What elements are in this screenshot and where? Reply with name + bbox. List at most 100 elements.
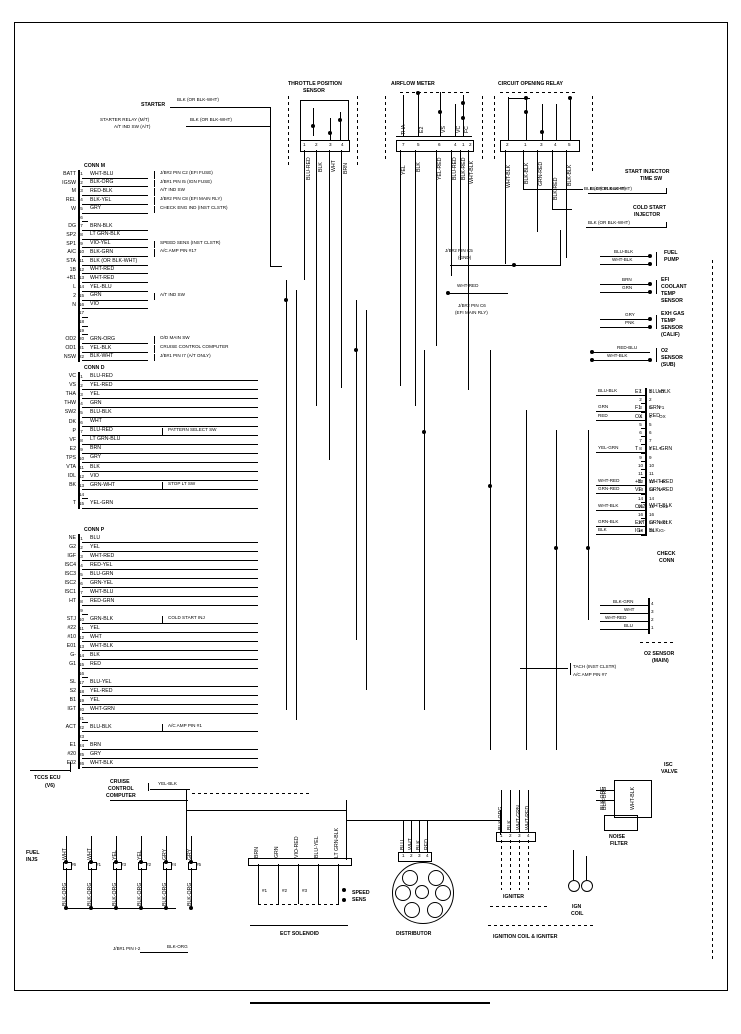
injector-leg-top (116, 836, 117, 862)
cor-jump-2 (552, 209, 572, 210)
pin-terminal-name: E1 (69, 742, 76, 748)
check-conn-title-1: CHECK (657, 551, 676, 557)
wire-color-label: BRN (90, 445, 101, 452)
injector-wire-top: YEL (137, 850, 143, 860)
pin-tick (82, 425, 88, 427)
label-airflow-meter: AIRFLOW METER (391, 81, 435, 87)
pin-tick (82, 389, 88, 391)
afm-drop-3 (436, 150, 437, 346)
noise-filter-body (604, 815, 638, 831)
pin-number: 15 (78, 292, 85, 298)
coolant-label-4: SENSOR (661, 298, 683, 304)
note-bracket (154, 188, 155, 197)
pin-number: 1 (639, 389, 642, 394)
check-conn-pin-number: 6 (649, 430, 652, 435)
cruise-bracket (148, 783, 149, 791)
check-conn-pin-number: 11 (649, 471, 654, 476)
cor-wire-2: BLK-BLK (524, 162, 530, 184)
tps-left-wall (300, 100, 301, 140)
ecu-label-line1: TCCS ECU (34, 775, 61, 781)
pin-note: CHECK ENG IND (INST CLSTR) (160, 204, 228, 210)
jb1-pin-note: J/B#1 PIN I-2 (113, 946, 141, 951)
afm-bar (396, 136, 472, 137)
tps-boundary-left (288, 96, 289, 168)
afm-drop-6 (468, 150, 469, 390)
o2-main-underline (640, 642, 676, 643)
injector-wire-bottom: BLK-ORG (62, 882, 68, 906)
wire-color-label: WHT-BLU (90, 588, 114, 595)
isc-valve-box (614, 780, 652, 818)
afm-drop-5 (460, 150, 461, 260)
check-conn-wire-line (596, 534, 646, 536)
check-conn-wire-label: BLK (598, 527, 607, 533)
bus-v-8 (556, 430, 557, 750)
fuel-pump-node-2 (648, 262, 652, 266)
wire-color-label: BRN (90, 741, 101, 748)
inj-feed-h2 (186, 810, 346, 811)
cruise-wire: YEL-BLK (158, 781, 177, 786)
wire-color-label: WHT-BLK (90, 642, 114, 649)
o2-sub-label-3: (SUB) (661, 362, 676, 368)
start-injector-line (588, 193, 666, 194)
exh-label-4: (CALIF) (661, 332, 680, 338)
check-conn-wire-line (596, 526, 646, 528)
distributor-pin-number: 1 (402, 853, 405, 858)
wire-line (88, 623, 258, 624)
note-bracket (162, 616, 163, 624)
pin-terminal-name: BK (69, 482, 76, 489)
pin-tick (82, 668, 88, 669)
pin-number: 22 (78, 353, 85, 359)
ect-leg (258, 864, 259, 904)
pin-number: 17 (637, 520, 644, 526)
pin-tick (82, 560, 88, 561)
bus-node-4 (488, 484, 492, 488)
afm-top-dash (400, 92, 470, 93)
wire-line (88, 480, 258, 482)
jb2-c5-sub: (GND) (458, 255, 472, 260)
injector-label: #2 (146, 862, 152, 867)
wire-color-label: BLK-ORG (90, 179, 114, 186)
pin-number: 19 (78, 698, 85, 703)
check-conn-pin-number: 2 (649, 397, 652, 403)
pin-number: 5 (639, 421, 642, 427)
injector-wire-bottom: BLK-ORG (137, 882, 143, 906)
pin-tick (641, 477, 647, 479)
ignition-title: IGNITION COIL & IGNITER (493, 934, 558, 940)
wire-line (88, 351, 148, 353)
label-circuit-opening-relay: CIRCUIT OPENING RELAY (498, 81, 563, 87)
afm-pin-6: 2 (469, 142, 472, 147)
wire-color-label: YEL-BLU (90, 283, 112, 290)
cor-boundary-right (592, 96, 593, 174)
fuel-pump-line-1 (600, 256, 650, 257)
wire-line (88, 767, 258, 768)
injector-label: #1 (96, 862, 102, 867)
fuel-pump-wire-1: BLU-BLK (614, 249, 634, 254)
pin-tick (82, 614, 88, 615)
o2-sub-label-2: SENSOR (661, 355, 683, 361)
conn-m-title: CONN M (84, 163, 106, 169)
jb2-c6-node (446, 291, 450, 295)
pin-terminal-name: #10 (67, 634, 76, 640)
distributor-wire-label: WHT (408, 838, 414, 850)
distributor-pin-number: 4 (426, 853, 429, 858)
wire-color-label: YEL (90, 696, 100, 703)
pin-tick (82, 238, 88, 240)
wire-line (88, 704, 258, 705)
pin-note: J/B#1 PIN I7 (A/T ONLY) (160, 352, 211, 358)
pin-number: 4 (80, 401, 83, 407)
pin-terminal-name: OD1 (65, 345, 76, 351)
ect-title: ECT SOLENOID (280, 931, 319, 937)
ecu-label-tick (70, 762, 71, 772)
pin-terminal-name: IGF (67, 553, 76, 559)
afm-drop-4 (451, 150, 452, 276)
wire-color-label: WHT (90, 633, 102, 640)
bus-v-9 (588, 430, 589, 620)
ect-leg (278, 864, 279, 904)
pin-number: 8 (80, 231, 83, 237)
starter-relay-wire-line (186, 126, 270, 127)
pin-terminal-name: W (71, 205, 76, 212)
check-conn-pin-number: 3 (649, 405, 652, 411)
wire-color-label: GRY (90, 205, 102, 212)
check-conn-pin-number: 13 (649, 487, 655, 493)
afm-node-2 (438, 110, 442, 114)
